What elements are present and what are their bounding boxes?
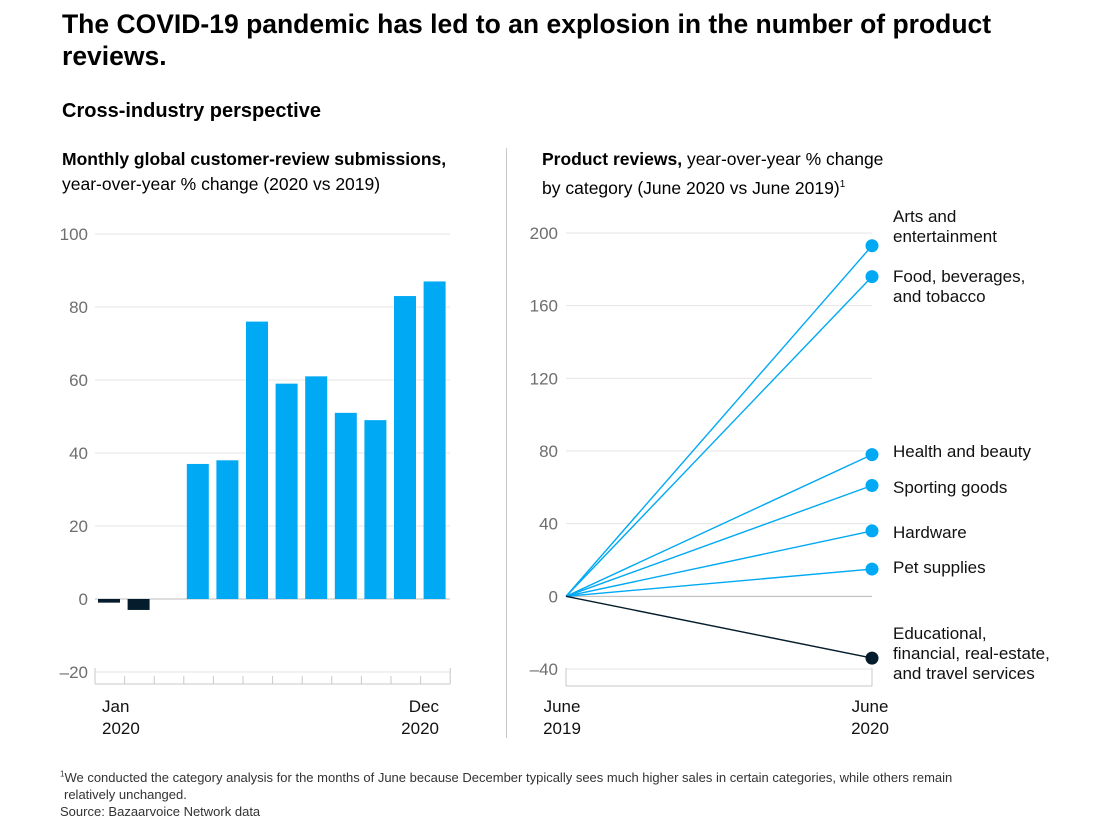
series-point-pet bbox=[865, 562, 879, 576]
page-title: The COVID-19 pandemic has led to an expl… bbox=[62, 9, 992, 71]
x-label-start-month: June bbox=[544, 697, 581, 716]
right-chart-footnote-marker: 1 bbox=[839, 179, 846, 190]
x-label-jan: Jan bbox=[102, 697, 129, 716]
series-label-pet: Pet supplies bbox=[893, 558, 986, 577]
right-chart-title-rest-2: by category (June 2020 vs June 2019) bbox=[542, 177, 840, 198]
right-chart-title-bold: Product reviews, bbox=[542, 149, 683, 169]
bar-feb bbox=[127, 599, 150, 610]
series-line-pet bbox=[565, 568, 873, 598]
x-label-dec-year: 2020 bbox=[401, 719, 439, 738]
right-chart-title-rest-1: year-over-year % change bbox=[686, 149, 884, 169]
series-line-health bbox=[565, 453, 873, 597]
series-point-food bbox=[865, 270, 879, 284]
left-y-tick-label: 60 bbox=[69, 371, 88, 390]
bar-nov bbox=[394, 296, 416, 599]
left-y-tick-label: 0 bbox=[79, 590, 88, 609]
series-point-hardware bbox=[865, 524, 879, 538]
x-label-dec: Dec bbox=[409, 697, 440, 716]
series-label-sporting: Sporting goods bbox=[893, 478, 1007, 497]
left-y-tick-label: 80 bbox=[69, 298, 88, 317]
x-label-start-year: 2019 bbox=[543, 719, 581, 738]
section-subtitle: Cross-industry perspective bbox=[62, 100, 321, 122]
series-line-sporting bbox=[565, 484, 873, 597]
right-y-tick-label: 80 bbox=[539, 442, 558, 461]
series-point-education bbox=[865, 651, 879, 665]
bar-aug bbox=[305, 376, 328, 599]
bar-jul bbox=[275, 383, 298, 599]
series-point-arts bbox=[865, 239, 879, 253]
bar-jun bbox=[246, 321, 268, 599]
series-label-food: and tobacco bbox=[893, 287, 986, 306]
left-chart-title-bold: Monthly global customer-review submissio… bbox=[62, 149, 447, 169]
bar-dec bbox=[423, 281, 446, 599]
right-y-tick-label: 200 bbox=[530, 224, 558, 243]
right-y-tick-label: 40 bbox=[539, 515, 558, 534]
series-line-education bbox=[565, 595, 873, 659]
right-y-tick-label: 0 bbox=[549, 587, 558, 606]
series-line-hardware bbox=[565, 530, 873, 598]
series-label-arts: Arts and bbox=[893, 207, 956, 226]
footnote-text-line1: We conducted the category analysis for t… bbox=[64, 770, 953, 786]
right-chart-title: Product reviews, year-over-year % change… bbox=[542, 147, 883, 201]
series-label-health: Health and beauty bbox=[893, 442, 1031, 461]
series-label-hardware: Hardware bbox=[893, 523, 967, 542]
bar-oct bbox=[364, 420, 387, 599]
left-y-tick-label: 100 bbox=[60, 225, 88, 244]
x-label-end-month: June bbox=[852, 697, 889, 716]
x-label-end-year: 2020 bbox=[851, 719, 889, 738]
series-line-food bbox=[565, 276, 873, 597]
series-point-health bbox=[865, 448, 879, 462]
bar-apr bbox=[186, 463, 209, 599]
left-y-tick-label: 20 bbox=[69, 517, 88, 536]
x-label-jan-year: 2020 bbox=[102, 719, 140, 738]
footnote-text-line2: relatively unchanged. bbox=[64, 787, 187, 803]
left-chart-title: Monthly global customer-review submissio… bbox=[62, 147, 446, 197]
left-y-tick-label: 40 bbox=[69, 444, 88, 463]
series-label-food: Food, beverages, bbox=[893, 267, 1025, 286]
series-label-education: Educational, bbox=[893, 624, 987, 643]
bar-sep bbox=[334, 412, 357, 599]
source-note: Source: Bazaarvoice Network data bbox=[60, 804, 261, 820]
right-y-tick-label: –40 bbox=[530, 660, 558, 679]
bar-jan bbox=[98, 599, 120, 603]
left-y-tick-label: –20 bbox=[60, 663, 88, 682]
right-y-tick-label: 120 bbox=[530, 369, 558, 388]
series-line-arts bbox=[565, 245, 873, 597]
series-label-education: financial, real-estate, bbox=[893, 644, 1050, 663]
right-y-tick-label: 160 bbox=[530, 297, 558, 316]
series-label-education: and travel services bbox=[893, 664, 1035, 683]
footnote-marker: 1 bbox=[60, 770, 65, 779]
left-chart-title-rest: year-over-year % change (2020 vs 2019) bbox=[62, 174, 381, 194]
bar-may bbox=[216, 460, 239, 599]
panel-divider bbox=[506, 148, 507, 738]
footnote: 1We conducted the category analysis for … bbox=[60, 766, 1060, 820]
series-point-sporting bbox=[865, 479, 879, 493]
series-label-arts: entertainment bbox=[893, 227, 997, 246]
